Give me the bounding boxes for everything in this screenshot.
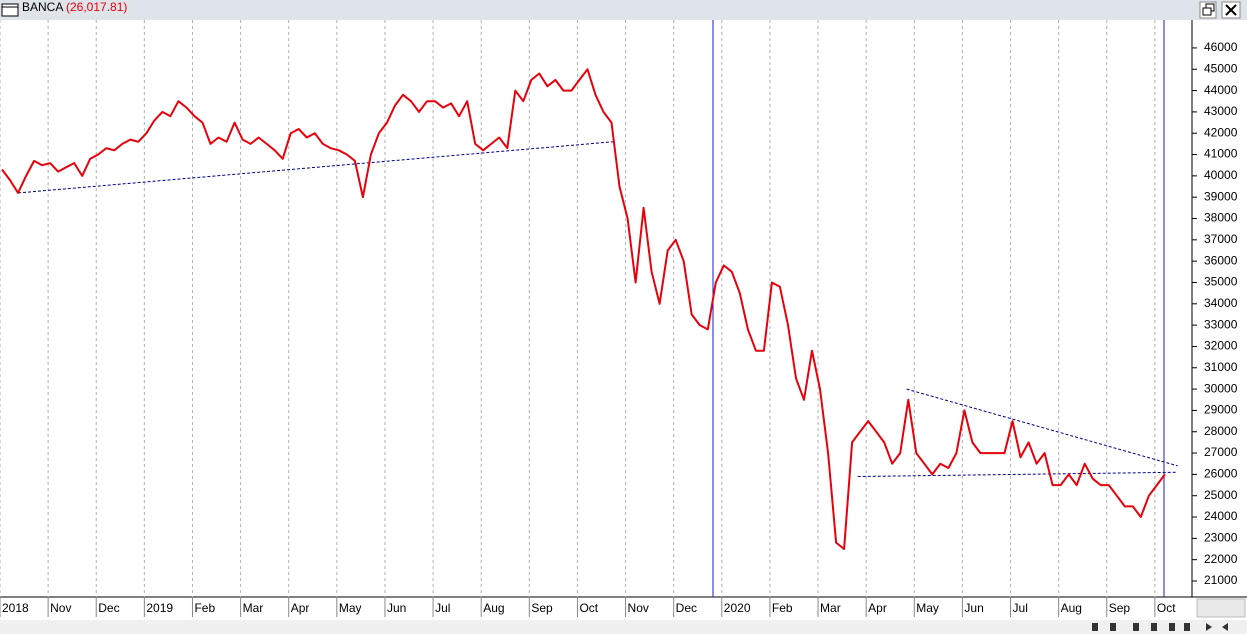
x-tick-label: Aug [1061, 601, 1082, 615]
y-tick-label: 23000 [1204, 531, 1238, 545]
y-tick-label: 41000 [1204, 147, 1238, 161]
x-tick-label: May [339, 601, 362, 615]
x-tick-label: Apr [291, 601, 310, 615]
x-tick-label: Sep [1109, 601, 1131, 615]
trend-line [857, 471, 1178, 478]
window-icon [1, 3, 19, 17]
x-tick-label: 2018 [2, 601, 29, 615]
x-tick-label: Jun [387, 601, 406, 615]
x-tick-label: Aug [483, 601, 504, 615]
x-tick-label: Feb [194, 601, 215, 615]
x-tick-label: Mar [243, 601, 264, 615]
y-tick-label: 44000 [1204, 83, 1238, 97]
y-tick-label: 22000 [1204, 552, 1238, 566]
y-tick-label: 42000 [1204, 125, 1238, 139]
x-tick-label: May [916, 601, 939, 615]
x-tick-label: Mar [820, 601, 841, 615]
x-tick-label: Jul [435, 601, 450, 615]
y-tick-label: 32000 [1204, 339, 1238, 353]
x-tick-label: Nov [628, 601, 649, 615]
x-tick-label: Oct [1157, 601, 1176, 615]
scroll-box[interactable] [1196, 598, 1246, 618]
y-tick-label: 45000 [1204, 61, 1238, 75]
y-tick-label: 29000 [1204, 403, 1238, 417]
x-tick-label: 2020 [724, 601, 751, 615]
x-tick-label: Dec [98, 601, 119, 615]
title-bar [0, 0, 1247, 20]
y-tick-label: 34000 [1204, 296, 1238, 310]
y-tick-label: 21000 [1204, 573, 1238, 587]
y-tick-label: 40000 [1204, 168, 1238, 182]
y-tick-label: 27000 [1204, 445, 1238, 459]
y-tick-label: 38000 [1204, 211, 1238, 225]
y-tick-label: 43000 [1204, 104, 1238, 118]
y-tick-label: 39000 [1204, 189, 1238, 203]
plot-area [0, 20, 1192, 597]
y-tick-label: 30000 [1204, 381, 1238, 395]
y-tick-label: 36000 [1204, 253, 1238, 267]
x-tick-label: Oct [579, 601, 598, 615]
y-tick-label: 46000 [1204, 40, 1238, 54]
x-tick-label: Sep [531, 601, 553, 615]
chart-title: BANCA [22, 0, 63, 14]
trend-line [906, 388, 1178, 467]
x-tick-label: 2019 [146, 601, 173, 615]
trend-line [17, 141, 614, 194]
y-tick-label: 28000 [1204, 424, 1238, 438]
close-button[interactable] [1221, 1, 1241, 19]
price-line [1, 68, 1166, 550]
y-tick-label: 24000 [1204, 509, 1238, 523]
y-tick-label: 37000 [1204, 232, 1238, 246]
x-tick-label: Feb [772, 601, 793, 615]
x-tick-label: Dec [676, 601, 697, 615]
y-tick-label: 35000 [1204, 275, 1238, 289]
x-tick-label: Jun [964, 601, 983, 615]
toolbar [0, 620, 1247, 634]
restore-button[interactable] [1199, 1, 1217, 19]
x-tick-label: Jul [1013, 601, 1028, 615]
toolbar-icons[interactable] [1092, 623, 1228, 631]
y-tick-label: 31000 [1204, 360, 1238, 374]
last-price: (26,017.81) [66, 0, 127, 14]
y-tick-label: 26000 [1204, 467, 1238, 481]
y-tick-label: 25000 [1204, 488, 1238, 502]
x-tick-label: Nov [50, 601, 71, 615]
x-tick-label: Apr [868, 601, 887, 615]
y-tick-label: 33000 [1204, 317, 1238, 331]
